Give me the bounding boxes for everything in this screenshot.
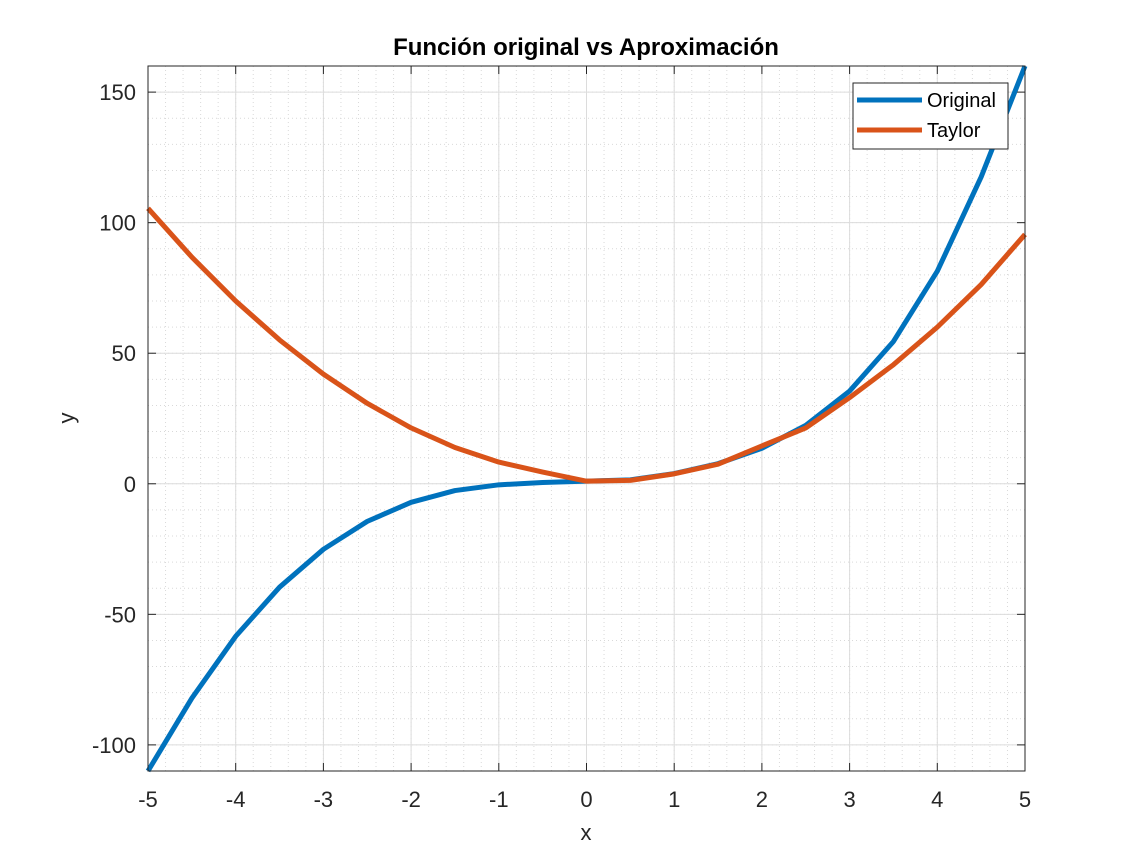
y-axis-label: y xyxy=(54,413,79,424)
y-tick-label: -100 xyxy=(92,733,136,758)
x-tick-label: -3 xyxy=(314,787,334,812)
x-tick-label: -5 xyxy=(138,787,158,812)
x-tick-label: 1 xyxy=(668,787,680,812)
y-tick-label: 150 xyxy=(99,80,136,105)
legend-label-original: Original xyxy=(927,90,996,112)
x-tick-label: -4 xyxy=(226,787,246,812)
x-tick-label: 3 xyxy=(843,787,855,812)
chart-title: Función original vs Aproximación xyxy=(393,34,779,61)
y-tick-label: 100 xyxy=(99,211,136,236)
legend: Original Taylor xyxy=(853,83,1008,149)
x-axis-label: x xyxy=(581,820,592,845)
x-tick-label: -2 xyxy=(401,787,421,812)
legend-label-taylor: Taylor xyxy=(927,120,981,142)
x-tick-label: 4 xyxy=(931,787,943,812)
x-tick-label: 2 xyxy=(756,787,768,812)
x-tick-label: 0 xyxy=(580,787,592,812)
x-tick-label: 5 xyxy=(1019,787,1031,812)
y-tick-label: 0 xyxy=(124,472,136,497)
y-tick-label: 50 xyxy=(112,341,136,366)
y-tick-label: -50 xyxy=(104,602,136,627)
x-tick-label: -1 xyxy=(489,787,509,812)
